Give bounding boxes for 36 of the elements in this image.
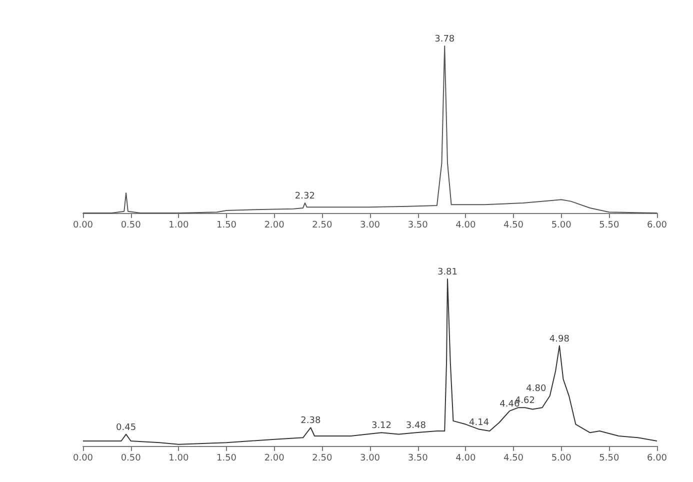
x-tick-label: 3.50 bbox=[408, 454, 428, 464]
x-tick-label: 4.00 bbox=[456, 220, 476, 230]
x-tick-label: 4.50 bbox=[503, 220, 524, 230]
x-tick-label: 0.50 bbox=[120, 220, 142, 230]
x-tick-label: 6.00 bbox=[646, 454, 668, 464]
annotation: 0.45 bbox=[116, 422, 136, 433]
annotation: 2.38 bbox=[300, 416, 321, 426]
x-tick-label: 1.00 bbox=[168, 220, 189, 230]
annotation: 2.32 bbox=[294, 191, 315, 202]
annotation: 3.81 bbox=[437, 268, 458, 278]
x-tick-label: 0.00 bbox=[72, 454, 94, 464]
x-tick-label: 5.50 bbox=[599, 454, 620, 464]
x-tick-label: 2.50 bbox=[312, 220, 332, 230]
x-tick-label: 1.00 bbox=[168, 454, 189, 464]
x-tick-label: 5.00 bbox=[551, 454, 572, 464]
x-tick-label: 2.00 bbox=[264, 220, 285, 230]
annotation: 3.78 bbox=[434, 34, 455, 44]
x-tick-label: 4.50 bbox=[503, 454, 524, 464]
x-tick-label: 4.00 bbox=[456, 454, 476, 464]
x-tick-label: 0.00 bbox=[72, 220, 94, 230]
x-tick-label: 3.50 bbox=[408, 220, 428, 230]
x-tick-label: 1.50 bbox=[216, 454, 237, 464]
x-tick-label: 1.50 bbox=[216, 220, 237, 230]
x-tick-label: 6.00 bbox=[646, 220, 668, 230]
annotation: 4.98 bbox=[549, 334, 570, 344]
annotation: 4.14 bbox=[469, 418, 490, 428]
x-tick-label: 2.00 bbox=[264, 454, 285, 464]
annotation: 4.80 bbox=[526, 384, 546, 394]
x-tick-label: 3.00 bbox=[360, 454, 380, 464]
x-tick-label: 2.50 bbox=[312, 454, 332, 464]
x-tick-label: 5.00 bbox=[551, 220, 572, 230]
annotation: 3.48 bbox=[406, 421, 426, 432]
x-tick-label: 5.50 bbox=[599, 220, 620, 230]
annotation: 3.12 bbox=[371, 421, 392, 432]
x-tick-label: 3.00 bbox=[360, 220, 380, 230]
x-tick-label: 0.50 bbox=[120, 454, 142, 464]
